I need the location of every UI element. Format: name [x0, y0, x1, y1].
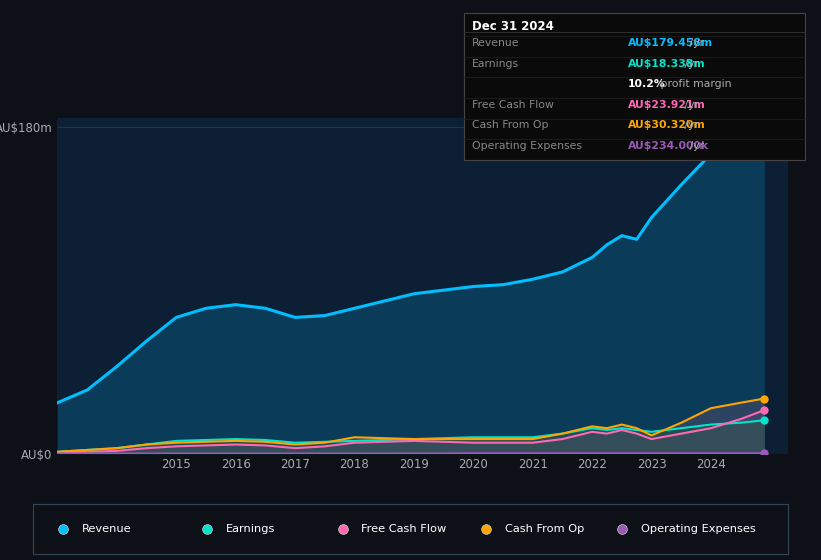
- Text: Cash From Op: Cash From Op: [472, 120, 548, 130]
- Text: Cash From Op: Cash From Op: [505, 524, 585, 534]
- Text: AU$179.458m: AU$179.458m: [628, 38, 713, 48]
- Text: /yr: /yr: [686, 38, 704, 48]
- Text: Operating Expenses: Operating Expenses: [641, 524, 755, 534]
- Text: 10.2%: 10.2%: [628, 79, 666, 89]
- Text: AU$234.000k: AU$234.000k: [628, 141, 709, 151]
- Text: Free Cash Flow: Free Cash Flow: [472, 100, 554, 110]
- Text: /yr: /yr: [686, 141, 704, 151]
- Text: AU$30.320m: AU$30.320m: [628, 120, 706, 130]
- Text: Operating Expenses: Operating Expenses: [472, 141, 582, 151]
- Text: Revenue: Revenue: [472, 38, 520, 48]
- Text: Earnings: Earnings: [472, 59, 519, 69]
- Text: /yr: /yr: [681, 120, 699, 130]
- Text: Revenue: Revenue: [82, 524, 131, 534]
- Text: Dec 31 2024: Dec 31 2024: [472, 20, 554, 32]
- Text: profit margin: profit margin: [657, 79, 732, 89]
- Text: AU$18.338m: AU$18.338m: [628, 59, 706, 69]
- Text: /yr: /yr: [681, 100, 699, 110]
- Text: Free Cash Flow: Free Cash Flow: [361, 524, 447, 534]
- Text: Earnings: Earnings: [226, 524, 275, 534]
- Text: AU$23.921m: AU$23.921m: [628, 100, 706, 110]
- Text: /yr: /yr: [681, 59, 699, 69]
